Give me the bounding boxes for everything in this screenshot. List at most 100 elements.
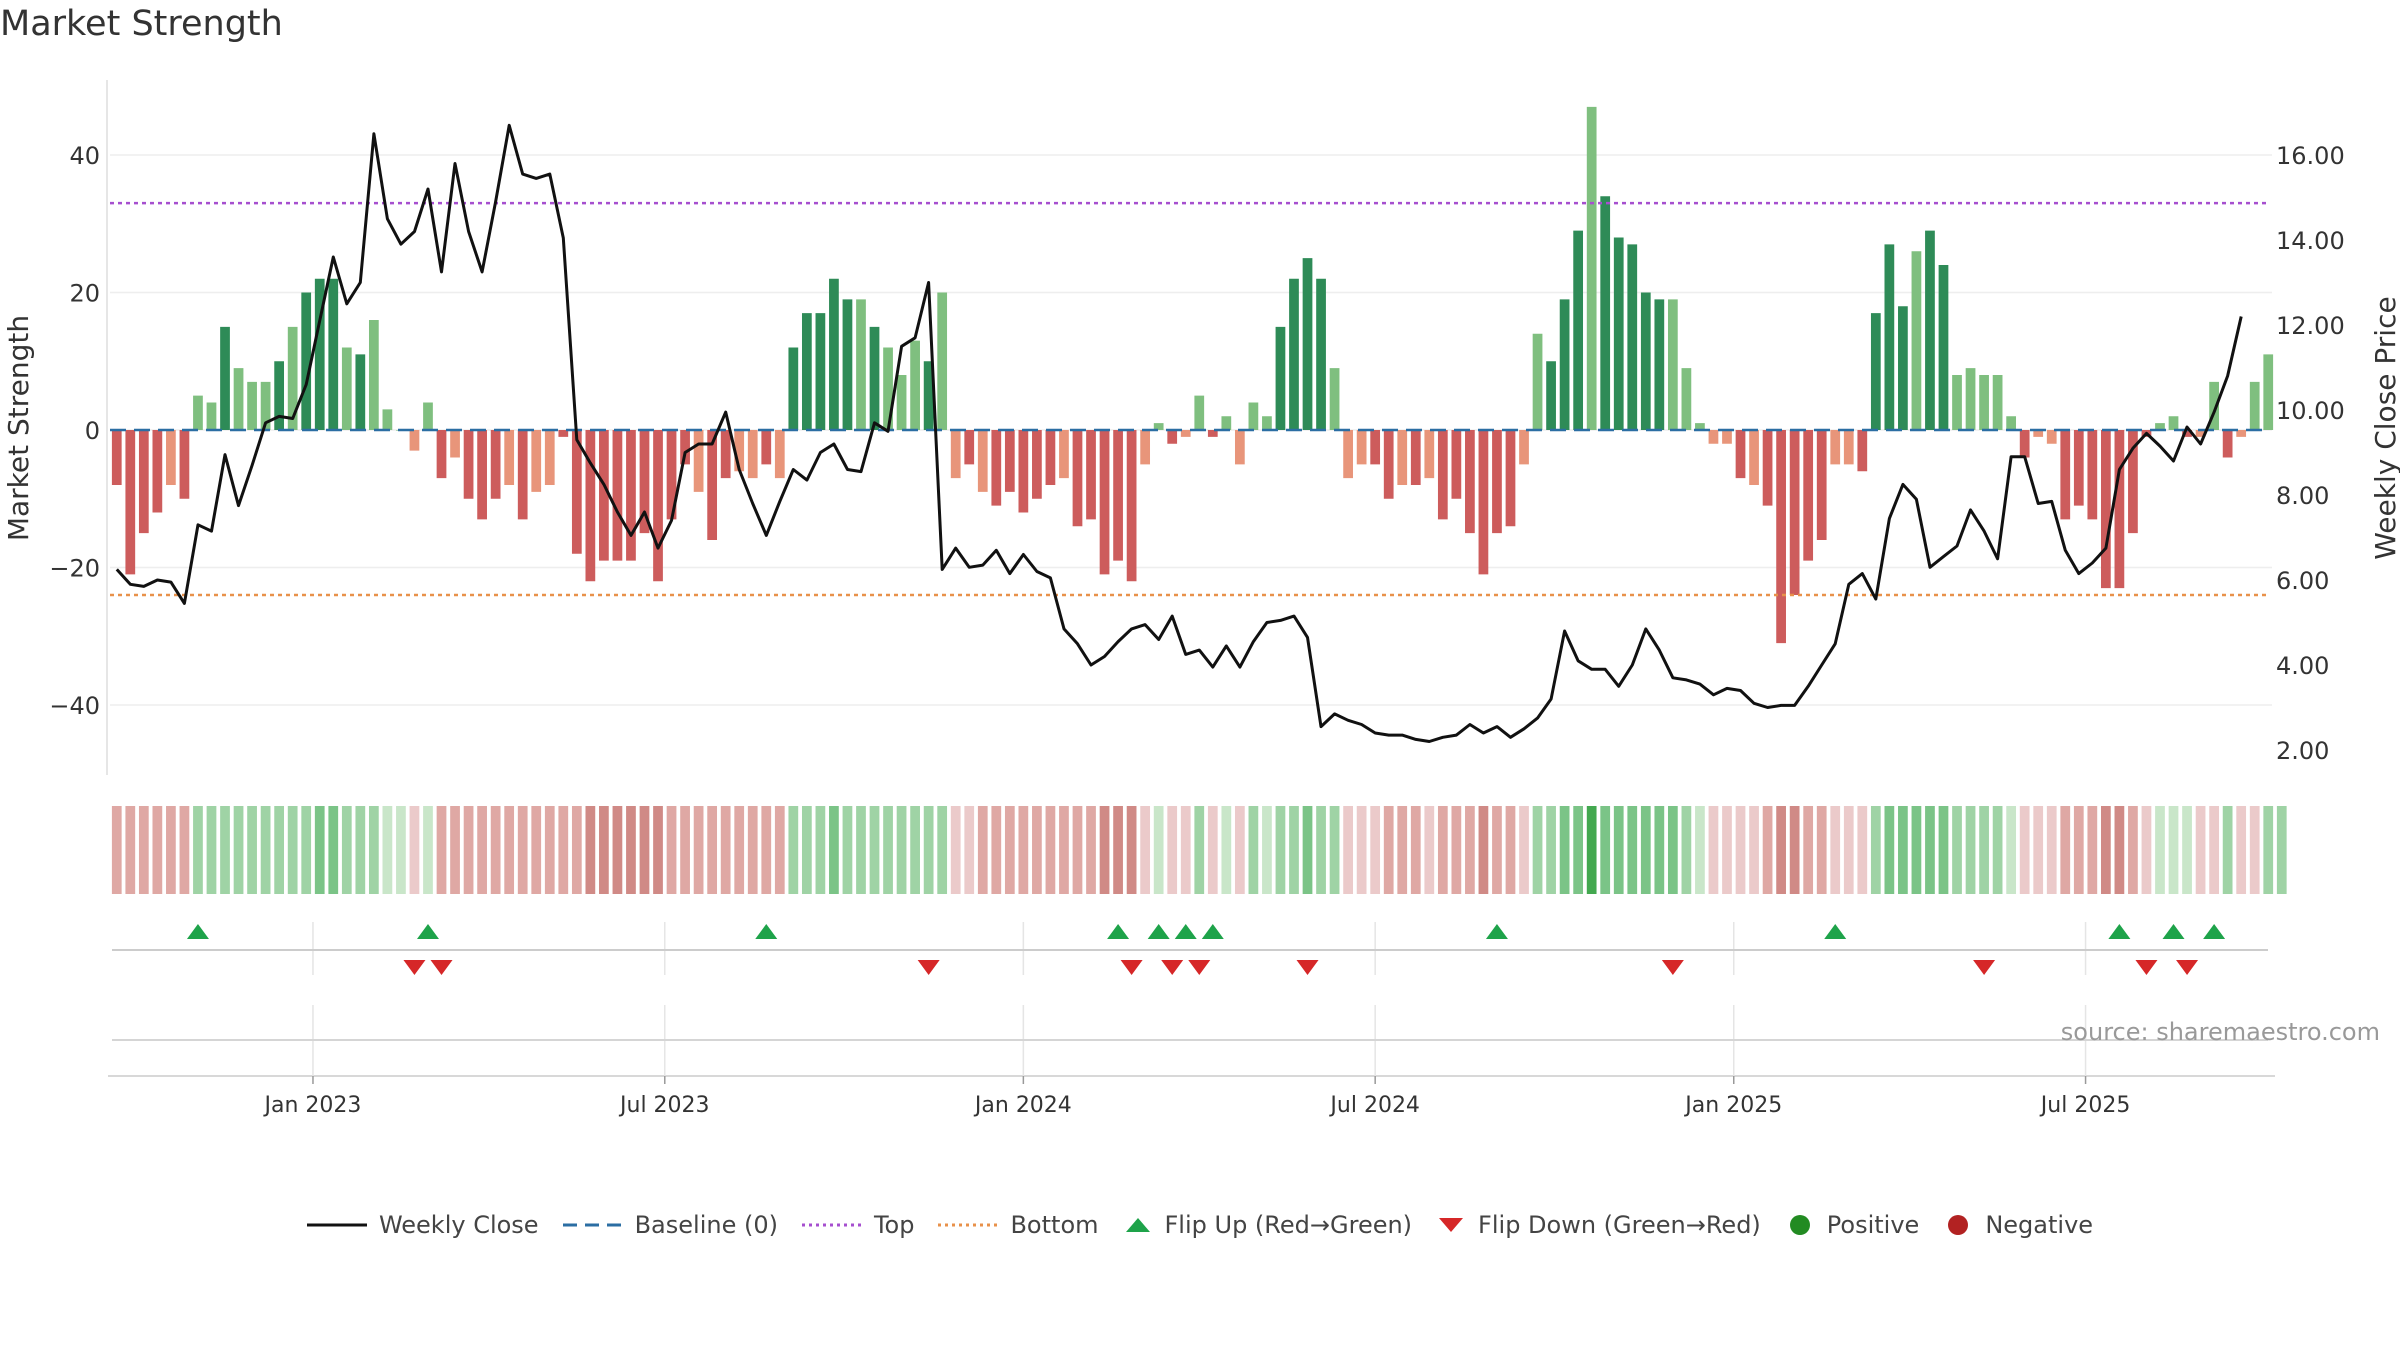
strength-bar <box>206 402 217 430</box>
legend-item-close: Weekly Close <box>306 1211 539 1239</box>
heat-cell <box>409 806 420 894</box>
strength-bar <box>991 430 1002 506</box>
empty-panel <box>112 1005 2268 1076</box>
strength-bar <box>653 430 663 582</box>
right-tick-label: 6.00 <box>2276 567 2329 595</box>
flip-up-marker <box>1147 924 1170 939</box>
heat-cell <box>774 806 785 894</box>
heat-cell <box>1059 806 1069 894</box>
heat-cell <box>1221 806 1232 894</box>
strength-bar <box>341 347 352 430</box>
strength-bar <box>1979 375 1989 430</box>
strength-bar <box>1072 430 1083 527</box>
heat-cell <box>1776 806 1786 894</box>
heat-cell <box>1437 806 1448 894</box>
heat-cell <box>1262 806 1272 894</box>
strength-bar <box>1938 265 1949 430</box>
legend-bottom-swatch <box>938 1223 999 1227</box>
heat-cell <box>856 806 866 894</box>
strength-bar <box>2073 430 2084 506</box>
strength-bar <box>1099 430 1110 575</box>
heat-cell <box>1126 806 1137 894</box>
strength-bar <box>1843 430 1854 465</box>
heat-cell <box>247 806 257 894</box>
strength-bar <box>436 430 447 479</box>
strength-bar <box>138 430 149 534</box>
heat-cell <box>815 806 826 894</box>
heat-cell <box>883 806 893 894</box>
strength-bar <box>260 381 271 430</box>
strength-bar <box>1830 430 1841 465</box>
heat-cell <box>477 806 487 894</box>
heat-cell <box>626 806 636 894</box>
x-tick-label: Jan 2024 <box>973 1093 1072 1118</box>
strength-bar <box>490 430 501 499</box>
x-tick-label: Jul 2025 <box>2039 1093 2131 1118</box>
heat-cell <box>1965 806 1976 894</box>
strength-bar <box>1451 430 1462 499</box>
strength-bar <box>1532 333 1543 430</box>
strength-bar <box>2168 416 2179 430</box>
flip-up-marker <box>186 924 209 939</box>
strength-bar <box>1708 430 1719 444</box>
heat-cell <box>937 806 948 894</box>
strength-bar <box>1032 430 1042 499</box>
x-tick-label: Jul 2023 <box>618 1093 710 1118</box>
heat-cell <box>720 806 731 894</box>
strength-bar <box>896 375 907 430</box>
legend-item-flip-down: Flip Down (Green→Red) <box>1436 1211 1761 1239</box>
flip-down-marker <box>1661 960 1684 975</box>
left-tick-label: 20 <box>69 280 100 308</box>
strength-bar <box>1762 430 1773 506</box>
heat-cell <box>829 806 839 894</box>
heat-cell <box>1289 806 1299 894</box>
heat-cell <box>1925 806 1935 894</box>
heat-cell <box>1735 806 1746 894</box>
strength-bar <box>1356 430 1367 465</box>
heat-cell <box>1546 806 1556 894</box>
heat-cell <box>1167 806 1178 894</box>
strength-bar <box>2060 430 2071 520</box>
chart-title: Market Strength <box>0 4 283 44</box>
heat-cell <box>788 806 799 894</box>
heat-cell <box>1140 806 1151 894</box>
heat-cell <box>1410 806 1421 894</box>
strength-bar <box>1329 368 1340 430</box>
strength-bar <box>544 430 555 485</box>
heat-cell <box>1370 806 1381 894</box>
heat-cell <box>1465 806 1475 894</box>
heat-cell <box>2006 806 2017 894</box>
heat-cell <box>1640 806 1651 894</box>
legend-baseline-swatch <box>562 1223 623 1227</box>
strength-bar <box>1627 244 1638 430</box>
strength-bar <box>585 430 596 582</box>
strength-bar <box>1275 326 1286 430</box>
strength-bar <box>1370 430 1381 465</box>
heat-cell <box>1762 806 1773 894</box>
strength-bar <box>2222 430 2233 458</box>
strength-bar <box>1735 430 1746 479</box>
strength-bar <box>950 430 961 479</box>
circle-icon <box>1948 1215 1969 1235</box>
right-tick-label: 10.00 <box>2276 397 2345 425</box>
heat-cell <box>396 806 406 894</box>
strength-bar <box>883 347 893 430</box>
heat-cell <box>1099 806 1110 894</box>
heat-cell <box>707 806 718 894</box>
strength-bar <box>2182 430 2192 437</box>
legend-item-negative: Negative <box>1943 1211 2093 1239</box>
right-tick-label: 2.00 <box>2276 737 2329 765</box>
strength-bar <box>1465 430 1475 534</box>
strength-bar <box>571 430 582 554</box>
heat-cell <box>1911 806 1922 894</box>
strength-bar <box>1194 395 1205 430</box>
heat-cell <box>504 806 515 894</box>
triangle-down-icon <box>1439 1218 1464 1232</box>
strength-bar <box>1302 258 1313 430</box>
strength-bar <box>1695 423 1705 430</box>
heat-cell <box>1519 806 1529 894</box>
heat-cell <box>1004 806 1015 894</box>
flip-down-marker <box>430 960 453 975</box>
strength-bar <box>328 278 339 430</box>
x-tick-label: Jan 2023 <box>263 1093 362 1118</box>
